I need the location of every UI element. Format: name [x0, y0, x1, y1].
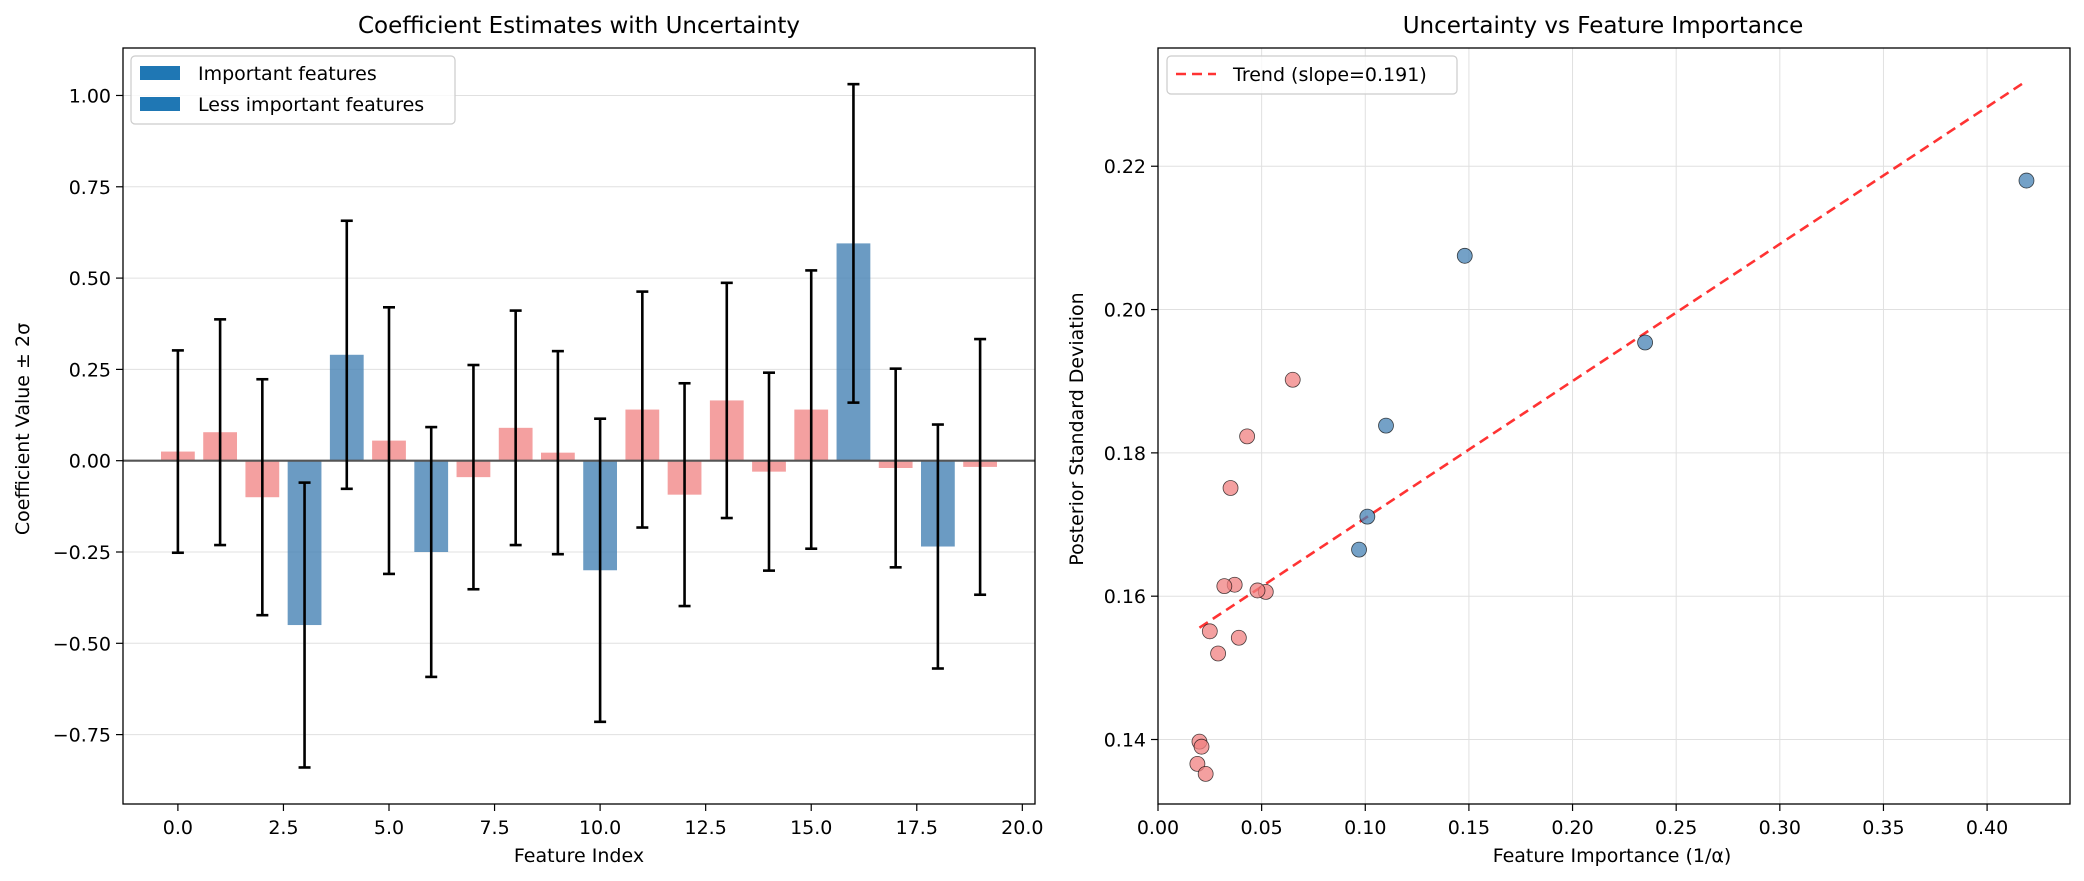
scatter-points: [1189, 172, 2035, 782]
x-axis-label: Feature Index: [514, 845, 644, 867]
x-tick-label: 0.00: [1137, 817, 1179, 839]
x-tick-label: 0.05: [1240, 817, 1282, 839]
y-tick-label: 0.18: [1104, 443, 1146, 465]
x-tick-label: 0.30: [1759, 817, 1801, 839]
legend-patch-important: [140, 66, 180, 80]
point-less-important: [1239, 428, 1256, 445]
point-less-important: [1210, 645, 1227, 662]
legend: Trend (slope=0.191): [1166, 55, 1458, 95]
legend-label-less-important: Less important features: [198, 94, 424, 116]
point-important: [2018, 172, 2035, 189]
point-less-important: [1197, 766, 1214, 782]
point-important: [1456, 247, 1473, 264]
x-axis-label: Feature Importance (1/α): [1493, 845, 1732, 867]
trend-line: [1198, 79, 2028, 629]
y-tick-label: 0.20: [1104, 300, 1146, 322]
point-important: [1378, 417, 1394, 434]
x-tick-label: 0.40: [1966, 817, 2008, 839]
x-tick-label: 2.5: [268, 817, 298, 839]
y-axis-label: Posterior Standard Deviation: [1066, 292, 1088, 565]
y-tick-label: −0.75: [53, 725, 111, 747]
x-tick-label: 0.35: [1862, 817, 1904, 839]
x-tick-label: 0.15: [1448, 817, 1490, 839]
x-tick-label: 0.10: [1344, 817, 1386, 839]
x-axis-ticks: 0.00 0.05 0.10 0.15 0.20 0.25 0.30 0.35 0.40: [1137, 804, 2008, 839]
coefficient-chart: Coefficient Estimates with Uncertainty 0…: [12, 13, 1043, 867]
chart-title: Coefficient Estimates with Uncertainty: [358, 13, 800, 39]
x-tick-label: 5.0: [374, 817, 404, 839]
plot-frame: [122, 47, 1036, 805]
x-tick-label: 17.5: [896, 817, 938, 839]
x-axis-ticks: 0.0 2.5 5.0 7.5 10.0 12.5 15.0 17.5 20.0: [163, 804, 1043, 839]
y-tick-label: 1.00: [69, 85, 111, 107]
legend-label-important: Important features: [198, 63, 377, 85]
point-less-important: [1193, 738, 1210, 755]
y-tick-label: 0.16: [1104, 586, 1146, 608]
legend-box: [1166, 55, 1458, 95]
point-less-important: [1230, 629, 1247, 646]
y-axis-label: Coefficient Value ± 2σ: [12, 323, 34, 535]
y-axis-ticks: −0.75 −0.50 −0.25 0.00 0.25 0.50 0.75 1.00: [53, 85, 123, 747]
x-tick-label: 15.0: [790, 817, 832, 839]
y-tick-label: 0.50: [69, 268, 111, 290]
error-bars: [171, 82, 987, 769]
x-tick-label: 10.0: [579, 817, 621, 839]
point-important: [1351, 541, 1367, 558]
y-tick-label: 0.25: [69, 359, 111, 381]
y-tick-label: 0.22: [1104, 156, 1146, 178]
point-less-important: [1249, 582, 1266, 599]
legend: Important features Less important featur…: [130, 55, 456, 125]
legend-patch-less-important: [140, 97, 180, 111]
x-tick-label: 20.0: [1001, 817, 1043, 839]
y-tick-label: −0.25: [53, 542, 111, 564]
plot-frame: [1157, 47, 2071, 805]
y-tick-label: 0.00: [69, 451, 111, 473]
x-tick-label: 7.5: [479, 817, 509, 839]
chart-title: Uncertainty vs Feature Importance: [1403, 13, 1804, 39]
x-tick-label: 0.0: [163, 817, 193, 839]
y-tick-label: −0.50: [53, 633, 111, 655]
y-tick-label: 0.14: [1104, 730, 1146, 752]
point-less-important: [1222, 480, 1239, 496]
point-important: [1359, 508, 1376, 525]
legend-label-trend: Trend (slope=0.191): [1232, 64, 1427, 86]
point-less-important: [1216, 578, 1233, 595]
point-important: [1637, 334, 1653, 351]
uncertainty-scatter-chart: Uncertainty vs Feature Importance 0.00 0.…: [1066, 13, 2071, 867]
y-axis-ticks: 0.14 0.16 0.18 0.20 0.22: [1104, 156, 1158, 752]
x-tick-label: 0.20: [1551, 817, 1593, 839]
y-tick-label: 0.75: [69, 177, 111, 199]
point-less-important: [1201, 623, 1218, 640]
x-tick-label: 0.25: [1655, 817, 1697, 839]
x-tick-label: 12.5: [685, 817, 727, 839]
point-less-important: [1284, 371, 1301, 388]
legend-box: [130, 55, 456, 125]
